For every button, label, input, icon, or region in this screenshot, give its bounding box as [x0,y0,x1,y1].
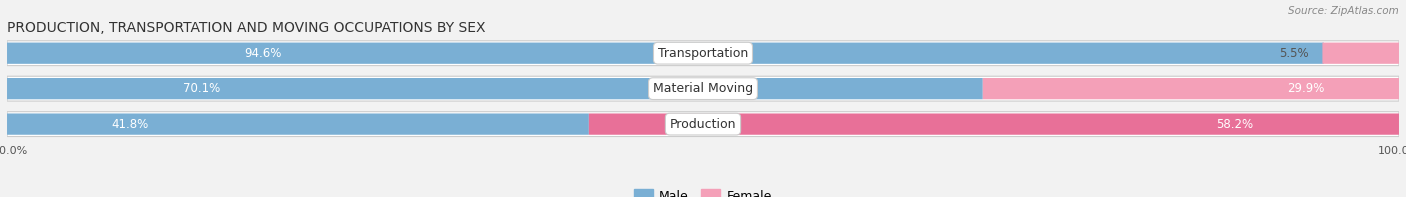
FancyBboxPatch shape [7,76,1399,101]
Text: 58.2%: 58.2% [1216,118,1253,131]
Text: 70.1%: 70.1% [183,82,219,95]
FancyBboxPatch shape [7,78,983,99]
FancyBboxPatch shape [7,43,1324,64]
FancyBboxPatch shape [983,78,1399,99]
Text: Material Moving: Material Moving [652,82,754,95]
FancyBboxPatch shape [7,112,1399,137]
Text: 29.9%: 29.9% [1286,82,1324,95]
Text: 5.5%: 5.5% [1279,47,1309,60]
Text: Production: Production [669,118,737,131]
FancyBboxPatch shape [7,113,589,135]
Legend: Male, Female: Male, Female [630,184,776,197]
FancyBboxPatch shape [1323,43,1399,64]
Text: Transportation: Transportation [658,47,748,60]
Text: PRODUCTION, TRANSPORTATION AND MOVING OCCUPATIONS BY SEX: PRODUCTION, TRANSPORTATION AND MOVING OC… [7,21,485,35]
FancyBboxPatch shape [589,113,1399,135]
Text: 94.6%: 94.6% [245,47,281,60]
FancyBboxPatch shape [7,41,1399,66]
Text: 41.8%: 41.8% [111,118,149,131]
Text: Source: ZipAtlas.com: Source: ZipAtlas.com [1288,6,1399,16]
